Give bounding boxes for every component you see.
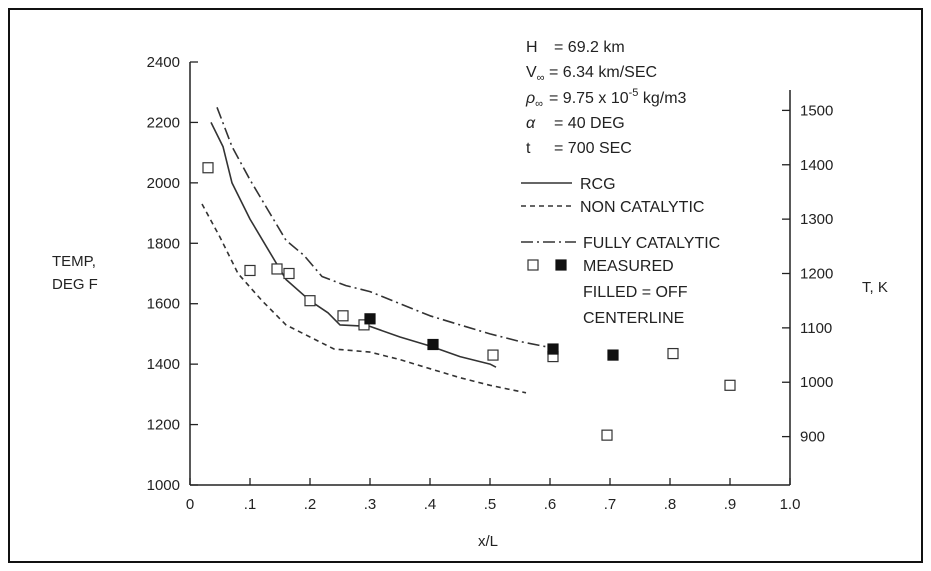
y-tick-label: 1400 (147, 356, 180, 373)
condition-h-symbol: H (526, 39, 538, 56)
measured-point-off-centerline (427, 338, 439, 351)
y2-tick-label: 1400 (800, 157, 833, 174)
condition-t-value: = 700 SEC (554, 140, 632, 157)
condition-alpha-symbol: α (526, 115, 536, 132)
measured-point-centerline (304, 295, 316, 307)
y-tick-label: 2200 (147, 114, 180, 131)
condition-alpha-value: = 40 DEG (554, 115, 625, 132)
measured-point-centerline (667, 347, 679, 360)
x-tick-label: 1.0 (780, 496, 801, 513)
measured-point-off-centerline (364, 313, 376, 325)
condition-rho-value: = 9.75 x 10-5 kg/m3 (549, 87, 687, 107)
x-tick-label: .4 (424, 496, 437, 513)
y-tick-label: 2400 (147, 54, 180, 71)
x-tick-label: .1 (244, 496, 257, 513)
x-tick-label: .8 (664, 496, 677, 513)
measured-point-centerline (358, 319, 370, 331)
measured-point-centerline (724, 379, 736, 391)
x-tick-label: 0 (186, 496, 194, 513)
series-line-fully-catalytic (216, 107, 551, 349)
x-tick-label: .9 (724, 496, 737, 513)
measured-point-centerline (283, 267, 295, 280)
measured-point-centerline (601, 429, 613, 441)
measured-point-centerline (244, 264, 256, 277)
y-tick-label: 1200 (147, 417, 180, 434)
axis-ticks: 0 .1 .2 .3 .4 .5 .6 .7 .8 .9 1.0 1000 1200 1400 1600 18… (147, 54, 834, 513)
legend-fully-catalytic-label: FULLY CATALYTIC (583, 235, 720, 252)
y2-tick-label: 1300 (800, 211, 833, 228)
x-tick-label: .2 (304, 496, 317, 513)
x-tick-label: .5 (484, 496, 497, 513)
condition-h-value: = 69.2 km (554, 39, 625, 56)
condition-t-symbol: t (526, 140, 531, 157)
measured-point-off-centerline (607, 349, 619, 361)
y2-tick-label: 1200 (800, 266, 833, 283)
legend-measured-filled-marker (555, 259, 567, 271)
measured-point-centerline (202, 162, 214, 174)
x-tick-label: .6 (544, 496, 557, 513)
legend-filled-note-line1: FILLED = OFF (583, 284, 688, 301)
series-line-non-catalytic (201, 203, 527, 394)
legend-measured-open-marker (527, 259, 539, 271)
legend-non-catalytic-label: NON CATALYTIC (580, 199, 704, 216)
condition-v-symbol: V∞ (526, 64, 545, 84)
legend: H = 69.2 km V∞ = 6.34 km/SEC ρ∞ = 9.75 x… (521, 39, 720, 327)
measured-markers (202, 162, 736, 441)
legend-rcg-label: RCG (580, 176, 616, 193)
y-tick-label: 2000 (147, 175, 180, 192)
x-axis-label: x/L (478, 533, 498, 550)
figure-frame (8, 8, 923, 563)
y-axis-label-line2: DEG F (52, 276, 98, 293)
y2-tick-label: 1000 (800, 374, 833, 391)
y-tick-label: 1600 (147, 296, 180, 313)
y2-tick-label: 900 (800, 429, 825, 446)
y-tick-label: 1800 (147, 235, 180, 252)
condition-rho-symbol: ρ∞ (525, 90, 543, 110)
condition-v-value: = 6.34 km/SEC (549, 64, 657, 81)
x-tick-label: .3 (364, 496, 377, 513)
measured-point-off-centerline (547, 343, 559, 355)
legend-filled-note-line2: CENTERLINE (583, 310, 684, 327)
measured-point-centerline (487, 349, 499, 361)
series-line-rcg (210, 122, 497, 368)
y2-tick-label: 1500 (800, 102, 833, 119)
y2-tick-label: 1100 (800, 320, 832, 337)
measured-point-centerline (271, 263, 283, 275)
series-lines (201, 107, 551, 394)
measured-point-centerline (337, 310, 349, 322)
y-axis-label-line1: TEMP, (52, 253, 96, 270)
legend-measured-label: MEASURED (583, 258, 674, 275)
x-tick-label: .7 (604, 496, 617, 513)
y-tick-label: 1000 (147, 477, 180, 494)
y2-axis-label: T, K (862, 279, 888, 296)
